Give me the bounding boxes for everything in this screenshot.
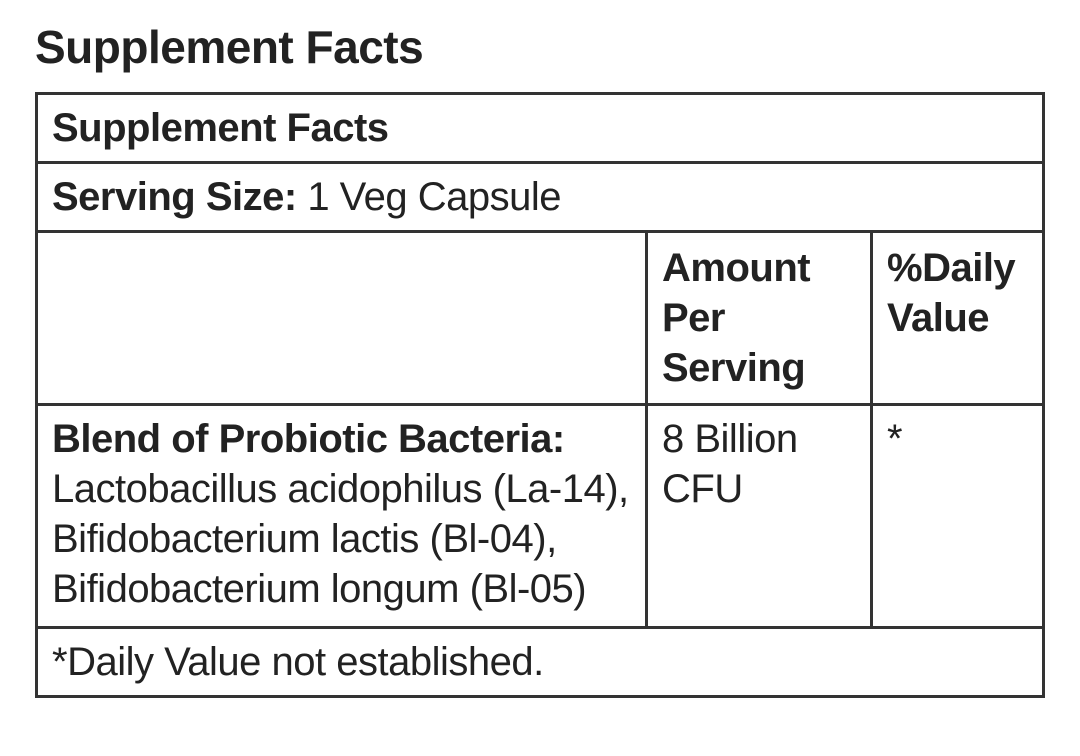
serving-size-cell: Serving Size: 1 Veg Capsule	[38, 164, 1042, 230]
ingredient-name-bold: Blend of Probiotic Bacteria:	[52, 417, 565, 461]
serving-size-row: Serving Size: 1 Veg Capsule	[38, 164, 1042, 233]
ingredient-amount-cell: 8 Billion CFU	[648, 406, 873, 626]
ingredient-row: Blend of Probiotic Bacteria: Lactobacill…	[38, 406, 1042, 629]
column-header-row: Amount Per Serving %Daily Value	[38, 233, 1042, 406]
serving-size-value: 1 Veg Capsule	[297, 175, 561, 219]
table-title-row: Supplement Facts	[38, 95, 1042, 164]
page-title: Supplement Facts	[35, 20, 1045, 74]
table-title-cell: Supplement Facts	[38, 95, 1042, 161]
footnote-cell: *Daily Value not established.	[38, 629, 1042, 695]
ingredient-name-cell: Blend of Probiotic Bacteria: Lactobacill…	[38, 406, 648, 626]
serving-size-label: Serving Size:	[52, 175, 297, 219]
supplement-facts-table: Supplement Facts Serving Size: 1 Veg Cap…	[35, 92, 1045, 698]
header-name	[38, 233, 648, 403]
footnote-row: *Daily Value not established.	[38, 629, 1042, 695]
ingredient-dv-cell: *	[873, 406, 1042, 626]
ingredient-name-detail: Lactobacillus acidophilus (La-14), Bifid…	[52, 467, 629, 611]
header-dv: %Daily Value	[873, 233, 1042, 403]
supplement-facts-panel: Supplement Facts Supplement Facts Servin…	[0, 0, 1080, 718]
header-amount: Amount Per Serving	[648, 233, 873, 403]
